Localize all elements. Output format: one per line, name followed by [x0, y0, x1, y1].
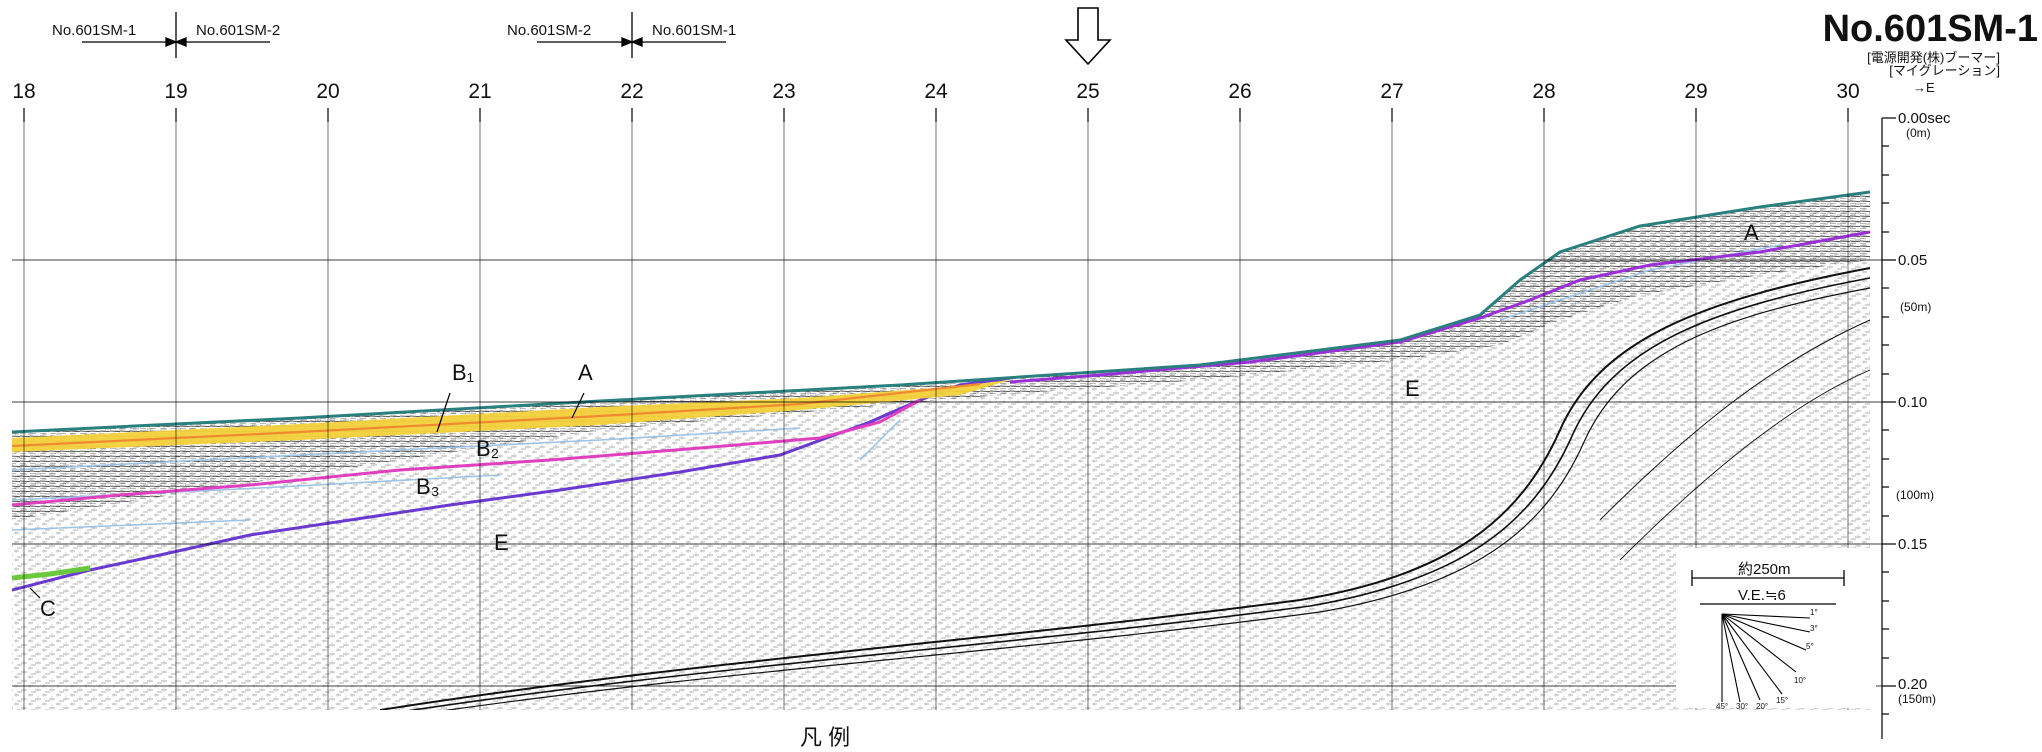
- angle-label: 3°: [1810, 624, 1818, 633]
- horizon-label-A: A: [578, 360, 593, 385]
- junction-label-left: No.601SM-1: [52, 22, 137, 39]
- distance-tick: 25: [1076, 80, 1100, 103]
- distance-tick: 23: [772, 80, 796, 103]
- subsurface-region: [12, 192, 1870, 710]
- scale-box: [1676, 548, 1876, 708]
- angle-label: 1°: [1810, 608, 1818, 617]
- vertical-exaggeration-label: V.E.≒6: [1738, 587, 1786, 604]
- horizon-label-B2: B₂: [476, 436, 500, 461]
- distance-tick: 28: [1532, 80, 1556, 103]
- distance-tick: 22: [620, 80, 644, 103]
- seafloor-line: [12, 190, 1871, 434]
- distance-tick: 21: [468, 80, 492, 103]
- angle-label: 20°: [1756, 702, 1769, 711]
- depth-label: (100m): [1896, 488, 1935, 502]
- junction-label-right: No.601SM-2: [196, 22, 281, 39]
- distance-tick: 19: [164, 80, 188, 103]
- angle-label: 30°: [1736, 702, 1749, 711]
- junction-label-right: No.601SM-1: [652, 22, 737, 39]
- horizon-A: [1009, 230, 1871, 384]
- horizon-label-B3: B₃: [416, 474, 440, 499]
- time-label: 0.20: [1898, 676, 1928, 693]
- angle-label: 10°: [1794, 676, 1807, 685]
- horizon-label-B1: B₁: [452, 360, 475, 385]
- depth-label: (0m): [1906, 126, 1931, 140]
- distance-tick: 27: [1380, 80, 1404, 103]
- location-arrow-icon: [1064, 7, 1112, 66]
- ve-fan: [1721, 613, 1811, 703]
- distance-tick: 29: [1684, 80, 1708, 103]
- distance-tick: 18: [12, 80, 36, 103]
- time-label: 0.10: [1898, 394, 1928, 411]
- direction-label: →E: [1913, 80, 1935, 95]
- profile-subtitle-1: [電源開発(株)ブーマー]: [1867, 50, 2000, 65]
- horizon-label-E-right: E: [1405, 376, 1420, 401]
- scale-length-label: 約250m: [1738, 561, 1791, 578]
- grid-horizontal: [12, 259, 1882, 687]
- distance-tick: 26: [1228, 80, 1252, 103]
- depth-label: (150m): [1898, 692, 1937, 706]
- time-label: 0.05: [1898, 252, 1928, 269]
- horizon-label-A-right: A: [1744, 220, 1759, 245]
- distance-tick: 30: [1836, 80, 1860, 103]
- horizon-label-E: E: [494, 530, 509, 555]
- horizon-B3: [12, 398, 921, 507]
- angle-label: 5°: [1806, 642, 1814, 651]
- horizon-C: [12, 565, 91, 581]
- horizon-label-C: C: [40, 596, 56, 621]
- profile-title: No.601SM-1: [1822, 8, 2038, 50]
- profile-subtitle-2: [マイグレーション]: [1889, 63, 2000, 78]
- distance-tick: 20: [316, 80, 340, 103]
- junction-markers: [82, 12, 726, 58]
- time-label: 0.15: [1898, 536, 1928, 553]
- depth-label: (50m): [1900, 300, 1932, 314]
- junction-label-left: No.601SM-2: [507, 22, 592, 39]
- time-axis: [1881, 117, 1896, 739]
- time-label: 0.00sec: [1898, 110, 1951, 127]
- distance-tick: 24: [924, 80, 948, 103]
- angle-label: 15°: [1776, 696, 1789, 705]
- grid-vertical: [23, 118, 1849, 710]
- angle-label: 45°: [1716, 702, 1729, 711]
- legend-heading: 凡 例: [800, 725, 851, 750]
